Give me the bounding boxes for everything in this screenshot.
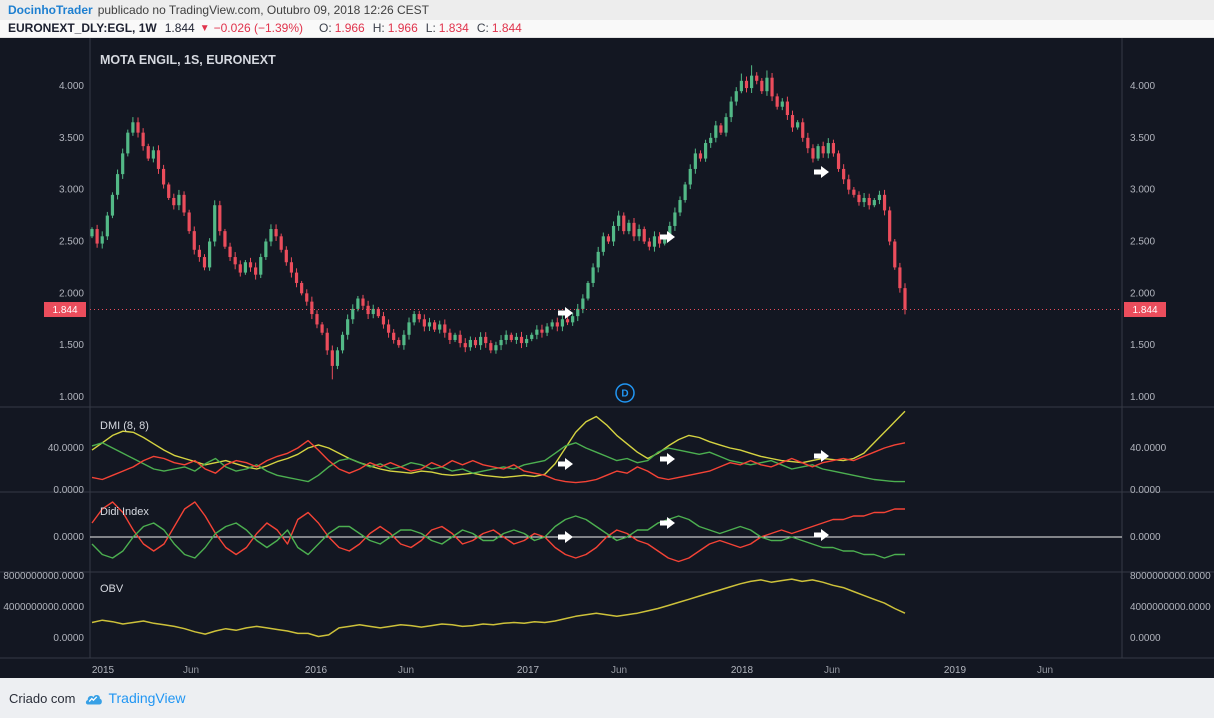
- close-label: C:: [476, 21, 489, 35]
- last-price-value: 1.844: [164, 21, 195, 35]
- svg-text:2019: 2019: [944, 665, 967, 676]
- tradingview-link[interactable]: TradingView: [84, 690, 186, 706]
- svg-text:OBV: OBV: [100, 583, 124, 595]
- open-label: O:: [319, 21, 332, 35]
- svg-text:3.000: 3.000: [1130, 185, 1155, 196]
- tradingview-brand-label: TradingView: [108, 690, 186, 706]
- svg-text:Jun: Jun: [1037, 665, 1053, 676]
- svg-text:2.000: 2.000: [1130, 288, 1155, 299]
- chart-canvas[interactable]: 1.844 1.844 4.000 3.500 3.000 2.500 2.000 1.500…: [0, 38, 1214, 678]
- trend-arrow-marker: [558, 531, 573, 543]
- dmi-line--DI: [91, 439, 906, 484]
- attribution-bar: DocinhoTrader publicado no TradingView.c…: [0, 0, 1214, 20]
- price-scale-left: 4.000 3.500 3.000 2.500 2.000 1.500 1.000 40.00…: [3, 81, 84, 644]
- tradingview-logo-icon: [86, 694, 103, 704]
- svg-text:3.500: 3.500: [59, 133, 84, 144]
- time-axis[interactable]: 2015 Jun 2016 Jun 2017 Jun 2018 Jun 2019 Jun: [92, 665, 1053, 676]
- svg-text:1.500: 1.500: [59, 340, 84, 351]
- chart-svg[interactable]: 1.844 1.844 4.000 3.500 3.000 2.500 2.000 1.500…: [0, 38, 1214, 678]
- svg-text:0.0000: 0.0000: [1130, 485, 1161, 496]
- low-label: L:: [425, 21, 436, 35]
- svg-text:Jun: Jun: [611, 665, 627, 676]
- obv-pane[interactable]: [91, 578, 906, 638]
- pane-titles: MOTA ENGIL, 1S, EURONEXT DMI (8, 8) Didi I…: [100, 53, 276, 595]
- svg-text:2018: 2018: [731, 665, 754, 676]
- trend-arrow-marker: [558, 307, 573, 319]
- svg-text:0.0000: 0.0000: [53, 633, 84, 644]
- ohlc-values: O: 1.966 H: 1.966 L: 1.834 C: 1.844: [311, 20, 522, 37]
- svg-text:3.000: 3.000: [59, 185, 84, 196]
- svg-text:3.500: 3.500: [1130, 133, 1155, 144]
- symbol-info-bar: EURONEXT_DLY:EGL, 1W 1.844 ▼ −0.026 (−1.…: [0, 20, 1214, 38]
- last-price-tag-right: 1.844: [1124, 302, 1166, 318]
- didi-line-longa: [91, 515, 905, 559]
- svg-text:2017: 2017: [517, 665, 540, 676]
- svg-text:1.000: 1.000: [59, 392, 84, 403]
- svg-text:2.500: 2.500: [59, 236, 84, 247]
- author-link[interactable]: DocinhoTrader: [8, 3, 93, 17]
- trend-arrow-marker: [660, 453, 675, 465]
- svg-text:1.500: 1.500: [1130, 340, 1155, 351]
- open-value: 1.966: [334, 21, 365, 35]
- svg-text:Didi Index: Didi Index: [100, 506, 149, 518]
- price-change: −0.026 (−1.39%): [213, 21, 304, 35]
- svg-text:4000000000.0000: 4000000000.0000: [1130, 602, 1211, 613]
- trend-arrow-marker: [814, 450, 829, 462]
- candlestick-series[interactable]: [90, 65, 907, 380]
- svg-text:8000000000.0000: 8000000000.0000: [1130, 571, 1211, 582]
- high-value: 1.966: [387, 21, 418, 35]
- obv-line: [91, 578, 906, 638]
- trend-arrow-marker: [814, 529, 829, 541]
- svg-text:2015: 2015: [92, 665, 115, 676]
- last-price-tag-left: 1.844: [44, 302, 86, 318]
- trend-arrow-marker: [660, 517, 675, 529]
- close-value: 1.844: [491, 21, 522, 35]
- high-label: H:: [372, 21, 385, 35]
- footer-bar: Criado com TradingView: [0, 678, 1214, 718]
- dmi-pane[interactable]: [91, 410, 906, 484]
- price-scale-right: 4.000 3.500 3.000 2.500 2.000 1.500 1.000 40.00…: [1130, 81, 1211, 644]
- svg-text:4000000000.0000: 4000000000.0000: [3, 602, 84, 613]
- svg-text:0.0000: 0.0000: [53, 532, 84, 543]
- svg-text:0.0000: 0.0000: [1130, 633, 1161, 644]
- attribution-text: publicado no TradingView.com, Outubro 09…: [97, 3, 430, 17]
- arrow-markers: [558, 166, 829, 543]
- svg-text:Jun: Jun: [183, 665, 199, 676]
- svg-text:1.000: 1.000: [1130, 392, 1155, 403]
- dmi-line-ADX: [91, 410, 906, 479]
- low-value: 1.834: [438, 21, 469, 35]
- svg-text:Jun: Jun: [398, 665, 414, 676]
- pane-separators: [0, 38, 1214, 659]
- svg-text:0.0000: 0.0000: [1130, 532, 1161, 543]
- svg-text:40.0000: 40.0000: [48, 443, 85, 454]
- svg-text:MOTA ENGIL, 1S, EURONEXT: MOTA ENGIL, 1S, EURONEXT: [100, 53, 276, 67]
- dividend-marker[interactable]: D: [615, 383, 635, 403]
- didi-pane[interactable]: [90, 501, 1122, 563]
- trend-arrow-marker: [660, 231, 675, 243]
- svg-text:DMI (8, 8): DMI (8, 8): [100, 420, 149, 432]
- didi-line-curta: [91, 501, 905, 563]
- svg-text:2.000: 2.000: [59, 288, 84, 299]
- created-with-label: Criado com: [9, 690, 76, 706]
- svg-text:4.000: 4.000: [1130, 81, 1155, 92]
- svg-text:Jun: Jun: [824, 665, 840, 676]
- trend-arrow-marker: [814, 166, 829, 178]
- svg-text:8000000000.0000: 8000000000.0000: [3, 571, 84, 582]
- svg-text:2.500: 2.500: [1130, 236, 1155, 247]
- svg-text:0.0000: 0.0000: [53, 485, 84, 496]
- svg-text:1.844: 1.844: [52, 305, 77, 316]
- svg-text:2016: 2016: [305, 665, 328, 676]
- trend-arrow-marker: [558, 458, 573, 470]
- down-triangle-icon: ▼: [199, 23, 210, 34]
- svg-text:1.844: 1.844: [1132, 305, 1157, 316]
- svg-text:4.000: 4.000: [59, 81, 84, 92]
- symbol-title: EURONEXT_DLY:EGL, 1W: [8, 21, 157, 35]
- svg-text:D: D: [621, 389, 628, 400]
- svg-text:40.0000: 40.0000: [1130, 443, 1167, 454]
